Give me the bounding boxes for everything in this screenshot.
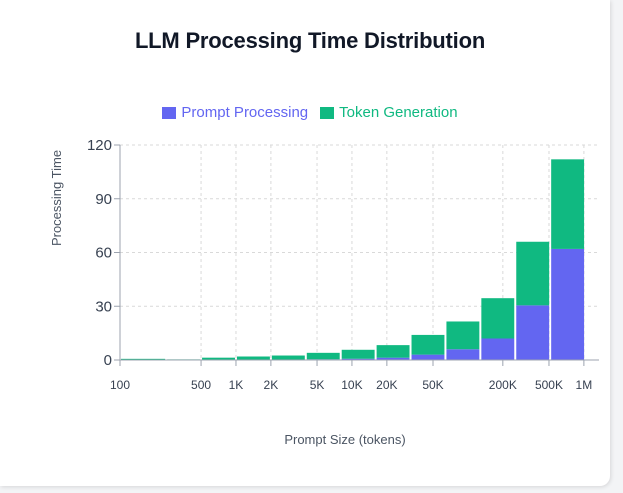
bars-layer — [121, 159, 585, 360]
legend-label-token: Token Generation — [339, 104, 458, 121]
x-tick-label-100: 100 — [110, 378, 130, 392]
x-tick-label-500K: 500K — [535, 378, 563, 392]
chart-card: LLM Processing Time Distribution Prompt … — [0, 0, 610, 486]
x-tick-label-1M: 1M — [576, 378, 593, 392]
y-tick-label-30: 30 — [95, 298, 112, 315]
bar-token-0 — [121, 358, 166, 360]
bar-prompt-10 — [481, 338, 515, 360]
y-tick-label-120: 120 — [87, 137, 112, 154]
bar-prompt-6 — [341, 358, 375, 360]
bar-prompt-7 — [376, 357, 410, 360]
bar-token-7 — [376, 345, 410, 358]
bar-token-3 — [236, 356, 270, 360]
x-tick-label-10K: 10K — [341, 378, 362, 392]
bar-token-5 — [306, 352, 340, 360]
bar-token-11 — [516, 241, 550, 306]
bar-prompt-11 — [516, 305, 550, 360]
legend-swatch-prompt — [162, 106, 177, 119]
legend-swatch-token — [320, 106, 335, 119]
chart-title: LLM Processing Time Distribution — [134, 28, 486, 53]
x-tick-label-5K: 5K — [310, 378, 325, 392]
legend-label-prompt: Prompt Processing — [181, 104, 309, 121]
bar-token-4 — [271, 355, 305, 360]
bar-token-8 — [411, 334, 445, 355]
bar-token-2 — [202, 357, 235, 360]
y-tick-label-0: 0 — [104, 352, 112, 369]
bar-token-9 — [446, 321, 480, 350]
y-tick-label-60: 60 — [95, 245, 112, 262]
bar-token-6 — [341, 349, 375, 359]
bar-prompt-12 — [551, 248, 585, 360]
axis-layer: 0 30 60 90 120 100 500 1K 2K 5K 10K 20K 50K 200K 500K 1… — [87, 137, 599, 392]
chart-svg: 0 30 60 90 120 100 500 1K 2K 5K 10K 20K 50K 200K 500K 1… — [49, 137, 599, 447]
y-tick-label-90: 90 — [95, 191, 112, 208]
x-axis-title: Prompt Size (tokens) — [284, 432, 405, 447]
chart-legend: Prompt Processing Token Generation — [0, 104, 620, 121]
x-tick-label-50K: 50K — [422, 378, 443, 392]
x-tick-label-20K: 20K — [376, 378, 397, 392]
bar-prompt-8 — [411, 354, 445, 360]
y-axis-title: Processing Time — [49, 150, 64, 246]
x-tick-label-200K: 200K — [489, 378, 517, 392]
legend-item-prompt-processing[interactable]: Prompt Processing — [162, 104, 308, 121]
bar-prompt-9 — [446, 349, 480, 360]
bar-token-12 — [551, 159, 585, 249]
x-tick-label-1K: 1K — [229, 378, 244, 392]
x-tick-label-2K: 2K — [264, 378, 279, 392]
x-tick-label-500: 500 — [191, 378, 211, 392]
legend-item-token-generation[interactable]: Token Generation — [320, 104, 458, 121]
bar-token-10 — [481, 298, 515, 339]
